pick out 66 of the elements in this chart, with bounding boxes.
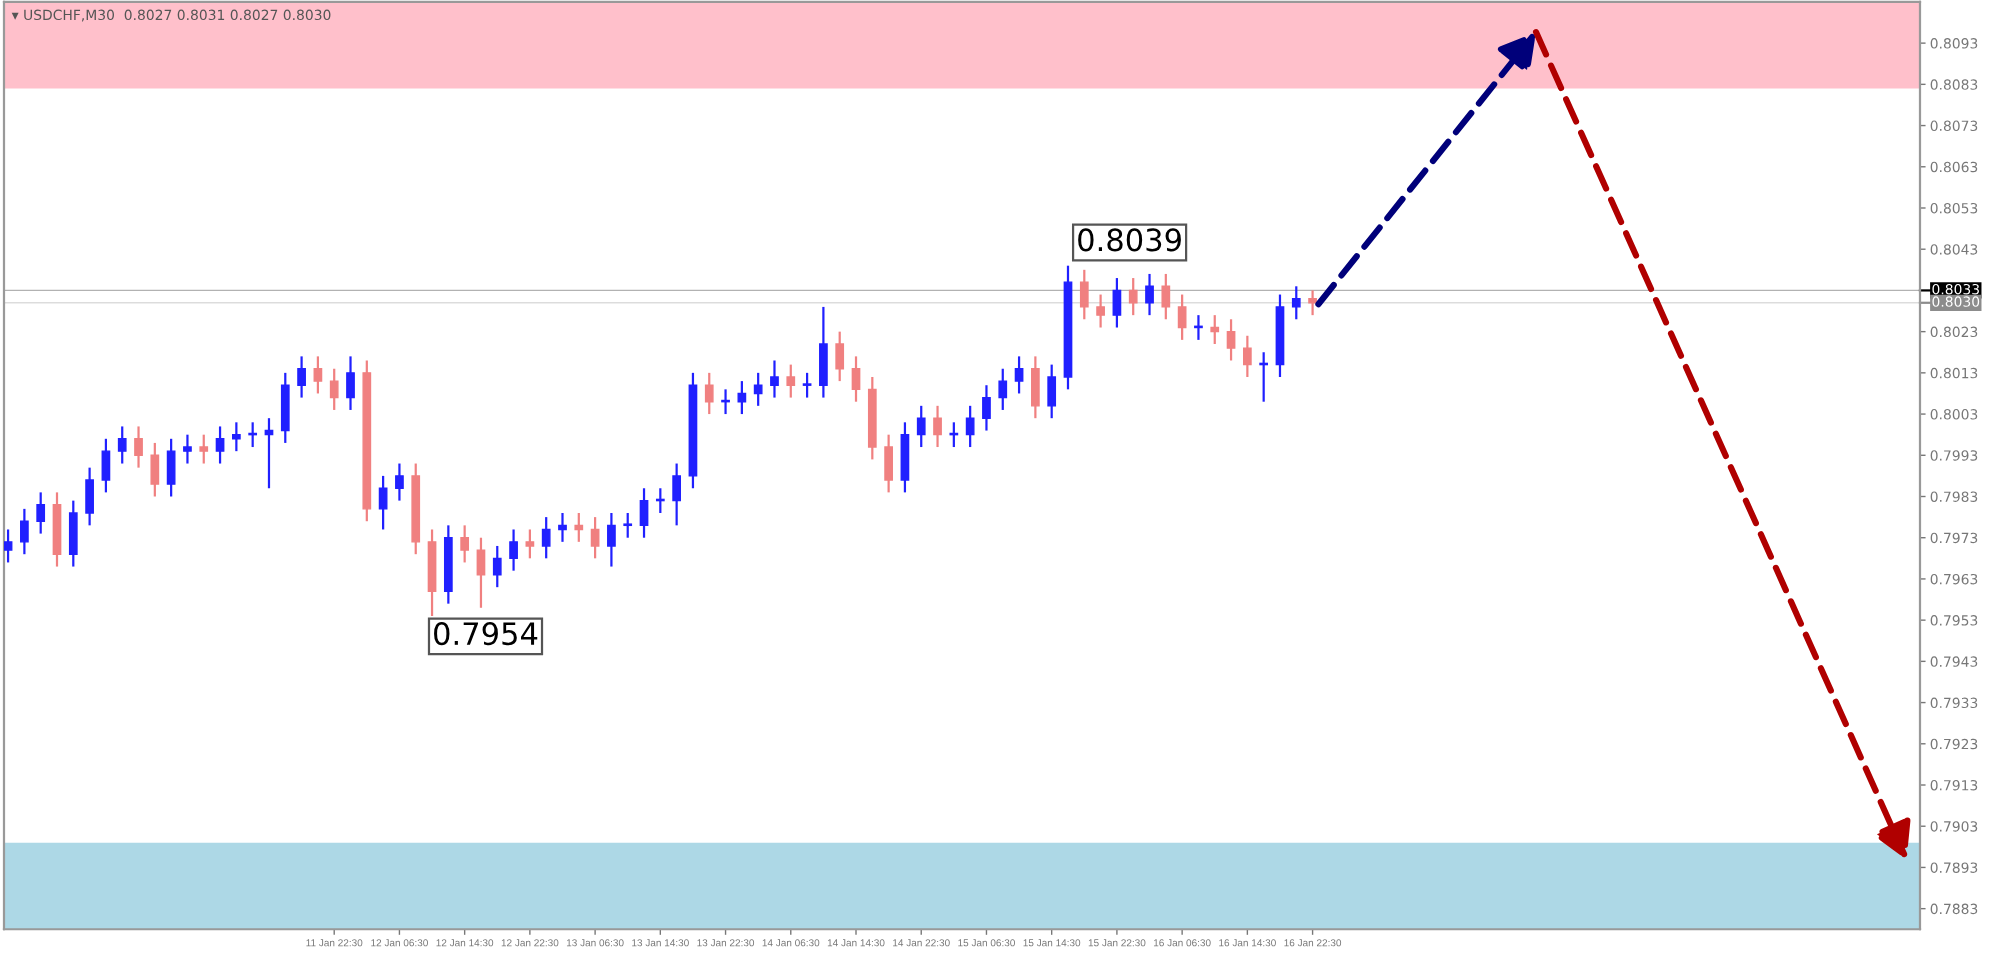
candlestick <box>183 433 192 465</box>
candlestick <box>1128 276 1138 317</box>
candlestick <box>101 437 111 494</box>
candlestick <box>558 511 567 543</box>
candlestick <box>68 499 78 568</box>
candlestick <box>20 507 29 556</box>
candlestick <box>1177 293 1187 341</box>
candlestick <box>590 516 600 560</box>
candlestick <box>460 524 470 564</box>
candlestick <box>770 359 779 399</box>
candlestick <box>232 421 241 453</box>
candlestick <box>916 404 926 449</box>
candlestick <box>835 330 845 383</box>
candlestick <box>639 487 649 539</box>
candlestick <box>1014 355 1024 395</box>
candlestick <box>900 421 910 494</box>
candlestick <box>85 466 94 527</box>
candlestick <box>215 425 225 465</box>
annotation: 0.7954 <box>434 622 538 646</box>
candlestick <box>1210 314 1220 346</box>
candlestick <box>4 528 13 564</box>
candlestick <box>1291 285 1301 321</box>
candlestick <box>1079 268 1089 321</box>
candlestick <box>199 433 209 465</box>
candlestick <box>998 367 1008 412</box>
candlestick <box>297 355 306 399</box>
candlestick <box>672 462 682 527</box>
candlestick <box>884 433 893 494</box>
candlestick <box>1226 318 1236 362</box>
candlestick <box>395 462 404 502</box>
candlestick <box>1096 293 1105 329</box>
candlestick <box>704 371 714 416</box>
candlestick <box>933 404 942 449</box>
candlestick <box>965 404 975 449</box>
candlestick <box>574 511 584 543</box>
candlestick <box>1242 334 1252 379</box>
candlestick <box>786 363 796 399</box>
candlestick <box>1047 363 1057 420</box>
candlestick <box>623 511 633 539</box>
candlestick <box>476 536 486 609</box>
candlestick <box>851 355 861 403</box>
candlestick <box>378 474 388 531</box>
candlestick <box>150 441 160 498</box>
candlestick <box>802 371 812 399</box>
candlestick <box>36 491 46 535</box>
candlestick <box>525 528 535 560</box>
candlestick <box>607 511 616 568</box>
candlestick <box>1308 289 1317 317</box>
candlestick <box>280 371 290 445</box>
candlestick <box>982 384 991 432</box>
candlestick <box>346 355 355 412</box>
candlestick <box>134 425 143 469</box>
candlestick <box>1031 355 1040 420</box>
candlestick <box>753 371 763 407</box>
candlestick <box>329 367 339 412</box>
candlestick <box>509 528 518 572</box>
candlestick <box>819 305 828 399</box>
candlestick <box>313 355 323 395</box>
candlestick <box>1145 272 1154 317</box>
candlestick <box>541 516 551 560</box>
candlestick <box>117 425 127 465</box>
annotation: 0.8039 <box>1078 228 1181 252</box>
candlestick <box>166 437 176 498</box>
candlestick <box>492 544 502 589</box>
candlestick <box>1112 276 1122 329</box>
candlestick <box>1161 272 1171 321</box>
